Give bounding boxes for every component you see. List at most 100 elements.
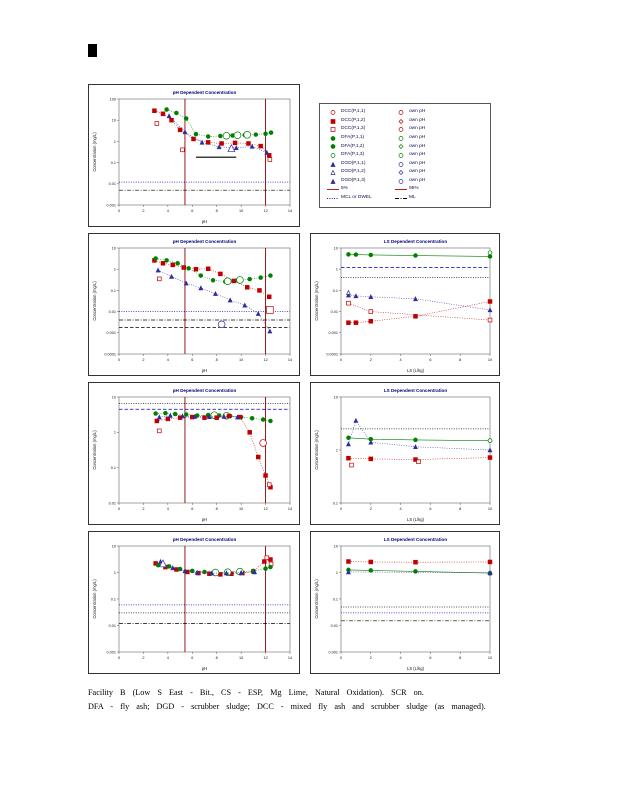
series-DGD-own-pH [159,559,167,568]
y-tick-label: 0.01 [109,310,116,314]
y-tick-label: 1 [336,448,338,452]
y-tick-label: 0.001 [328,331,338,335]
chart-ph-dependent-2: pH Dependent Concentration 10 1 0.1 0.01 0.00… [88,233,300,376]
chart-title: pH Dependent Concentration [173,90,237,95]
x-tick-label: 10 [488,358,492,362]
circle-marker-icon [398,153,404,158]
legend-label: own pH [409,152,426,158]
circle-marker-icon [330,135,336,141]
y-tick-label: 0.001 [106,650,116,654]
y-tick-label: 1 [336,268,338,272]
series-DGD [345,292,493,313]
series-DFA [346,435,493,443]
x-tick-label: 0 [118,209,120,213]
chart-svg-ph3: pH Dependent Concentration 10 1 0.1 0.010 2 4 6… [92,388,292,522]
y-tick-label: 0.1 [333,597,338,601]
x-tick-label: 0 [118,507,120,511]
legend-label: 95% [409,186,419,192]
legend-label: DFA(P,1,3) [341,152,365,158]
x-tick-label: 2 [142,209,144,213]
y-tick-label: 10 [112,119,116,123]
y-tick-label: 1 [114,268,116,272]
legend-label: DCC(P,1,2) [341,117,366,123]
x-axis-label: LS (L/kg) [407,666,425,671]
legend-label: DCC(P,1,3) [341,126,366,132]
plot-area [118,396,291,504]
legend-label: ML [409,195,416,201]
y-tick-label: 10 [112,246,116,250]
circle-marker-icon [398,110,404,115]
x-tick-label: 4 [167,209,169,213]
y-tick-label: 0.1 [111,161,116,165]
square-marker-icon [330,127,336,133]
series-DCC-own-pH [259,439,267,447]
y-tick-label: 10 [112,544,116,548]
y-tick-label: 10 [112,395,116,399]
x-axis-label: LS (L/kg) [407,517,425,522]
series-DGD [156,412,240,420]
y-tick-label: 0.01 [109,624,116,628]
series-DCC [346,299,493,325]
y-tick-label: 10 [334,395,338,399]
chart-ph-dependent-4: pH Dependent Concentration 10 1 0.1 0.01 0.00… [88,531,300,674]
x-tick-label: 4 [400,507,402,511]
y-tick-label: 0.01 [331,624,338,628]
series-DFA-open [487,250,493,255]
legend-row: DGD(P,1,3) own pH [325,177,485,186]
x-tick-label: 10 [239,507,243,511]
line-style-icon [327,189,339,191]
x-tick-label: 2 [142,507,144,511]
legend-row: DCC(P,1,1) own pH [325,108,485,117]
legend-label: DFA(P,1,1) [341,134,365,140]
x-tick-label: 2 [370,656,372,660]
series-DCC-open [157,276,162,282]
series-DCC-open [154,121,273,162]
x-tick-label: 2 [142,656,144,660]
x-tick-label: 10 [488,507,492,511]
x-tick-label: 6 [429,358,431,362]
x-tick-label: 12 [263,209,267,213]
x-tick-label: 4 [167,507,169,511]
legend-label: own pH [409,177,426,183]
series-DGD [155,267,273,334]
chart-svg-ls2: LS Dependent Concentration 10 1 0.10 2 4 6 8 10 L… [314,388,493,522]
y-tick-label: 0.001 [106,203,116,207]
series-DGD [345,417,493,453]
x-tick-label: 0 [340,358,342,362]
chart-title: pH Dependent Concentration [173,537,237,542]
y-tick-label: 0.0001 [104,352,116,356]
x-tick-label: 6 [191,507,193,511]
chart-ph-dependent-3: pH Dependent Concentration 10 1 0.1 0.01 0 2 4 6… [88,382,300,525]
y-tick-label: 1 [114,140,116,144]
y-tick-label: 100 [110,97,116,101]
y-axis-label: Concentration (mg/L) [92,430,97,470]
chart-ls-dependent-2: LS Dependent Concentration 10 1 0.1 0 2 4 6 8 10 L… [310,382,500,525]
series-DCC-own-pH [266,306,274,314]
legend-label: own pH [409,134,426,140]
triangle-marker-icon [330,178,336,184]
legend-label: 5% [341,186,348,192]
legend-row: DCC(P,1,2) own pH [325,117,485,126]
legend-panel: DCC(P,1,1) own pH DCC(P,1,2) own pH DCC(P,1,… [310,84,500,227]
x-tick-label: 0 [118,656,120,660]
y-tick-label: 0.1 [333,501,338,505]
chart-ph-dependent-1: pH Dependent Concentration 100 10 1 0.1 0.01 0… [88,84,300,227]
y-tick-label: 1 [336,571,338,575]
legend-line-row: 5% 95% [325,186,485,195]
y-tick-label: 0.1 [111,466,116,470]
legend-label: MCL or DWEL [341,195,372,201]
x-tick-label: 8 [459,656,461,660]
x-tick-label: 0 [340,507,342,511]
x-tick-label: 14 [288,656,292,660]
chart-title: pH Dependent Concentration [173,388,237,393]
series-DGD [166,113,270,155]
y-tick-label: 1 [114,571,116,575]
y-tick-label: 0.1 [333,289,338,293]
chart-svg-ph4: pH Dependent Concentration 10 1 0.1 0.01 0.00… [92,537,292,671]
legend-label: DGD(P,1,2) [341,169,366,175]
legend-row: DFA(P,1,1) own pH [325,134,485,143]
x-tick-label: 2 [142,358,144,362]
y-tick-label: 0.01 [331,310,338,314]
y-axis-label: Concentration (mg/L) [314,430,319,470]
legend-label: DGD(P,1,1) [341,160,366,166]
